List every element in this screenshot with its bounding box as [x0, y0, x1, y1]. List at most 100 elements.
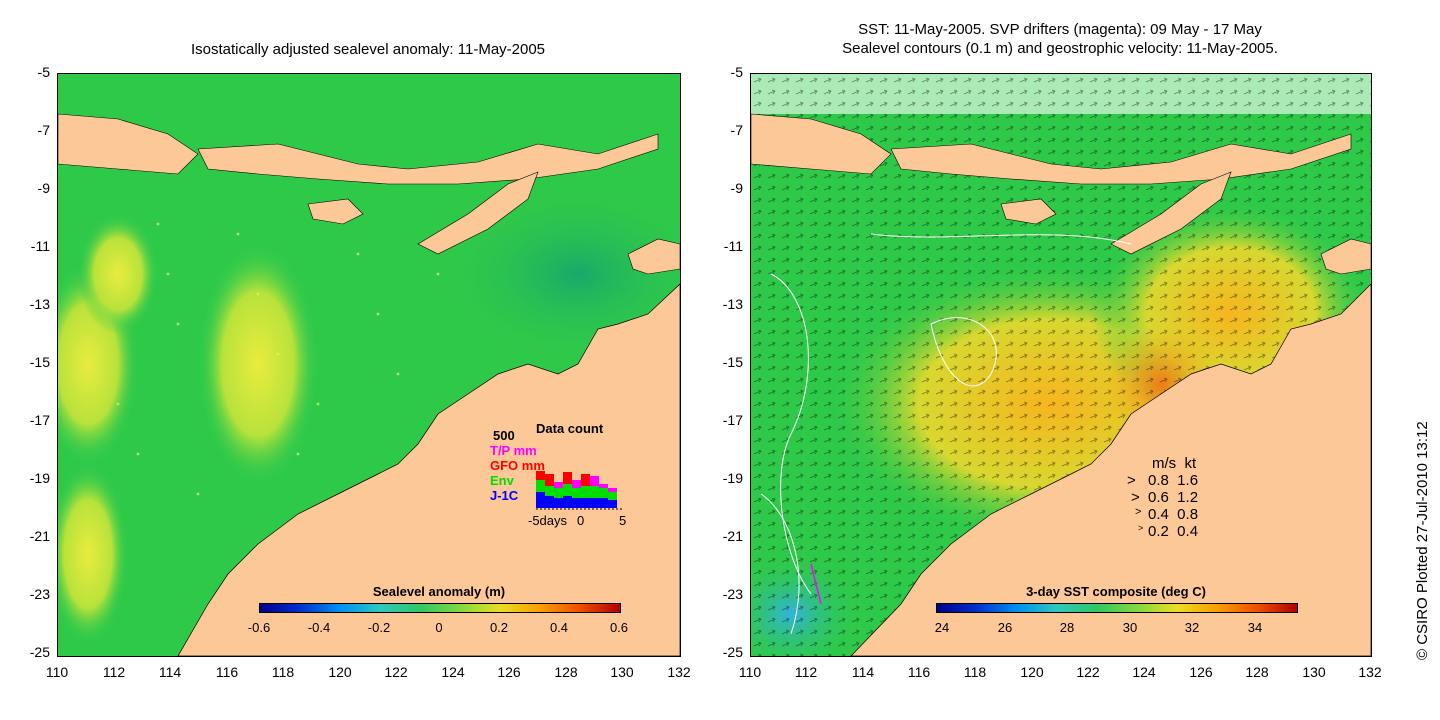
legend-tp: T/P mm [490, 443, 537, 458]
right-y-tick: -15 [722, 354, 743, 370]
sumba-island [1000, 198, 1057, 225]
left-x-tick: 120 [328, 664, 352, 680]
sst-colorbar-tick: 30 [1122, 620, 1138, 635]
sealevel-colorbar-label: Sealevel anomaly (m) [372, 584, 506, 599]
right-y-tick: -13 [722, 296, 743, 312]
tanimbar-island [627, 238, 680, 275]
left-x-tick: 132 [667, 664, 691, 680]
left-x-tick: 112 [102, 664, 126, 680]
velocity-arrow-icon: > [1138, 523, 1144, 533]
left-x-tick: 126 [497, 664, 521, 680]
sealevel-anomaly-canvas [58, 74, 680, 656]
left-y-tick: -21 [29, 528, 50, 544]
right-y-tick: -19 [722, 470, 743, 486]
sealevel-colorbar-tick: 0.4 [549, 620, 569, 635]
left-y-tick: -25 [29, 644, 50, 660]
left-y-tick: -23 [29, 586, 50, 602]
left-y-tick: -13 [29, 296, 50, 312]
left-y-tick: -7 [37, 122, 50, 138]
data-count-x-mid: 0 [577, 513, 585, 528]
left-x-tick: 116 [215, 664, 239, 680]
left-y-tick: -17 [29, 412, 50, 428]
right-x-tick: 122 [1076, 664, 1100, 680]
svp-drifter-track [810, 563, 822, 605]
sst-colorbar-tick: 28 [1059, 620, 1075, 635]
sumba-island [307, 198, 364, 225]
right-title-line1: SST: 11-May-2005. SVP drifters (magenta)… [858, 21, 1262, 38]
sealevel-colorbar-tick: 0.2 [489, 620, 509, 635]
australia-landmass [177, 283, 680, 656]
sealevel-colorbar-tick: 0 [435, 620, 443, 635]
right-x-tick: 114 [851, 664, 875, 680]
velocity-legend-row: 0.6 1.2 [1148, 489, 1199, 506]
velocity-arrow-icon: > [1131, 489, 1140, 506]
left-x-tick: 128 [554, 664, 578, 680]
left-y-tick: -11 [30, 238, 50, 254]
sst-map[interactable] [750, 73, 1372, 657]
sealevel-anomaly-map[interactable] [57, 73, 681, 657]
sst-colorbar-tick: 32 [1184, 620, 1200, 635]
right-x-tick: 110 [738, 664, 762, 680]
australia-landmass [850, 283, 1371, 656]
data-count-x-left: -5days [528, 513, 568, 528]
left-map-title: Isostatically adjusted sealevel anomaly:… [190, 41, 546, 58]
right-map-title: SST: 11-May-2005. SVP drifters (magenta)… [750, 20, 1370, 58]
left-x-tick: 110 [45, 664, 69, 680]
sealevel-colorbar-tick: -0.6 [247, 620, 271, 635]
sealevel-colorbar-tick: 0.6 [609, 620, 629, 635]
sst-canvas [751, 74, 1371, 656]
velocity-legend-row: 0.8 1.6 [1148, 472, 1199, 489]
sst-colorbar-tick: 26 [997, 620, 1013, 635]
right-x-tick: 132 [1358, 664, 1382, 680]
legend-gfo: GFO mm [490, 458, 545, 473]
data-count-max: 500 [493, 428, 515, 443]
data-count-title: Data count [536, 421, 604, 436]
timor-island [1110, 171, 1232, 255]
velocity-arrow-icon: > [1127, 472, 1136, 489]
right-x-tick: 124 [1132, 664, 1156, 680]
lesser-sunda-islands [890, 133, 1352, 185]
right-x-tick: 126 [1189, 664, 1213, 680]
left-x-tick: 122 [384, 664, 408, 680]
right-y-tick: -21 [722, 528, 743, 544]
sealevel-contours [760, 233, 1132, 635]
left-y-tick: -9 [37, 180, 50, 196]
right-x-tick: 118 [963, 664, 987, 680]
java-island [58, 113, 199, 175]
java-island [751, 113, 892, 175]
sst-colorbar-tick: 24 [934, 620, 950, 635]
left-y-tick: -5 [37, 64, 50, 80]
data-count-x-right: 5 [619, 513, 627, 528]
left-x-tick: 118 [271, 664, 295, 680]
right-y-tick: -11 [723, 238, 743, 254]
left-y-tick: -19 [29, 470, 50, 486]
left-x-tick: 124 [441, 664, 465, 680]
right-y-tick: -9 [730, 180, 743, 196]
sst-colorbar-label: 3-day SST composite (deg C) [1026, 584, 1206, 599]
legend-j1c: J-1C [490, 488, 519, 503]
sealevel-colorbar-tick: -0.4 [307, 620, 331, 635]
legend-env: Env [490, 473, 514, 488]
right-y-tick: -5 [730, 64, 743, 80]
tanimbar-island [1320, 238, 1371, 275]
left-x-tick: 114 [158, 664, 182, 680]
right-x-tick: 130 [1302, 664, 1326, 680]
left-y-tick: -15 [29, 354, 50, 370]
sealevel-colorbar-tick: -0.2 [367, 620, 391, 635]
sst-colorbar [936, 603, 1298, 613]
velocity-legend-row: 0.2 0.4 [1148, 523, 1199, 540]
right-title-line2: Sealevel contours (0.1 m) and geostrophi… [842, 40, 1278, 57]
velocity-legend-row: 0.4 0.8 [1148, 506, 1199, 523]
lesser-sunda-islands [197, 133, 659, 185]
sst-colorbar-tick: 34 [1247, 620, 1263, 635]
right-y-tick: -25 [722, 644, 743, 660]
right-x-tick: 120 [1020, 664, 1044, 680]
right-y-tick: -7 [730, 122, 743, 138]
right-x-tick: 128 [1245, 664, 1269, 680]
sealevel-colorbar [259, 603, 621, 613]
left-x-tick: 130 [610, 664, 634, 680]
data-count-bars [536, 471, 624, 510]
right-y-tick: -17 [722, 412, 743, 428]
timor-island [417, 171, 539, 255]
right-x-tick: 112 [794, 664, 818, 680]
